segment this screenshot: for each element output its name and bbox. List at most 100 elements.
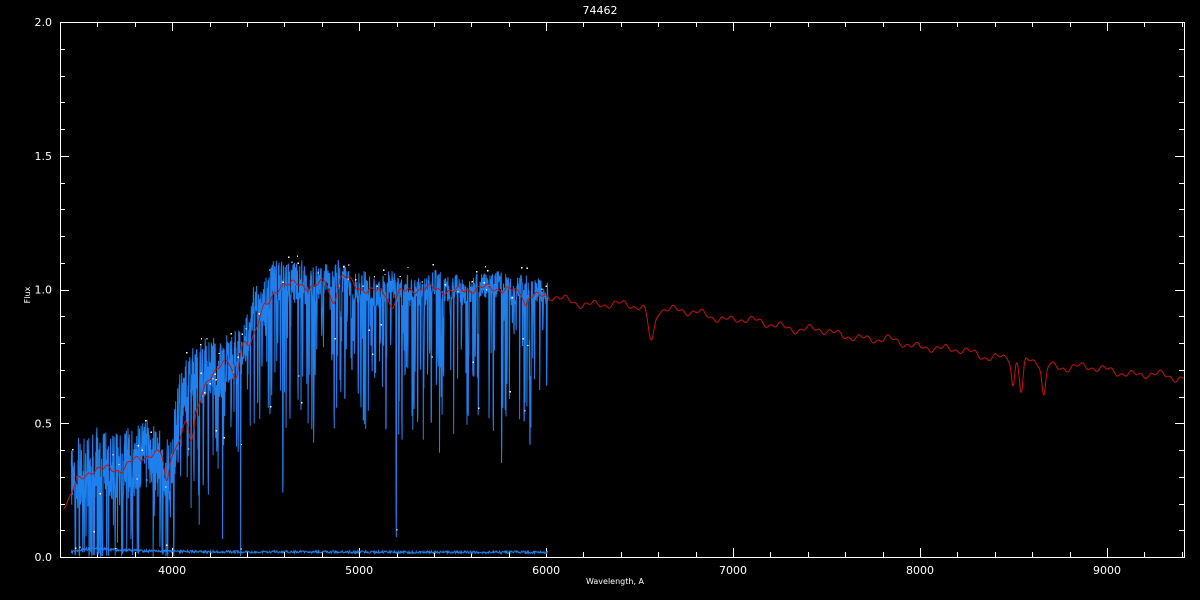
y-axis-tick-labels: 0.0 0.5 1.0 1.5 2.0 — [35, 16, 53, 564]
observed-data-point — [136, 478, 138, 480]
y-tick-label: 1.5 — [35, 150, 53, 163]
observed-data-point — [521, 266, 523, 269]
observed-data-point — [223, 437, 225, 439]
plot-frame — [60, 22, 1185, 558]
y-tick-label: 1.0 — [35, 284, 53, 297]
observed-data-point — [240, 548, 242, 550]
observed-data-point — [368, 329, 370, 331]
observed-spectrum-line — [70, 259, 549, 558]
observed-data-point — [527, 344, 529, 347]
observed-data-point — [296, 255, 299, 258]
observed-data-point — [203, 392, 206, 394]
observed-data-point — [115, 547, 117, 550]
observed-data-point — [141, 449, 143, 451]
y-tick-label: 2.0 — [35, 16, 53, 29]
observed-data-point — [347, 264, 350, 266]
observed-data-point — [282, 281, 284, 284]
observed-data-point — [355, 278, 357, 281]
observed-data-point — [150, 431, 152, 433]
observed-data-point — [118, 463, 120, 466]
observed-data-point — [93, 531, 95, 533]
observed-data-point — [509, 390, 511, 393]
observed-data-point — [373, 275, 376, 278]
page-title: 74462 — [583, 4, 618, 17]
observed-data-point — [432, 264, 435, 266]
x-tick-label: 6000 — [532, 564, 560, 577]
observed-data-point — [485, 289, 488, 291]
observed-data-point — [75, 547, 77, 549]
observed-data-point — [487, 270, 489, 272]
observed-data-point — [206, 337, 208, 340]
x-axis-tick-labels: 4000 5000 6000 7000 8000 9000 — [158, 564, 1121, 577]
observed-data-point — [511, 297, 513, 299]
observed-data-point — [165, 486, 167, 488]
observed-data-point — [186, 352, 188, 354]
error-spectrum-line — [70, 545, 548, 556]
observed-data-point — [383, 269, 385, 271]
observed-data-point — [376, 285, 379, 287]
x-tick-label: 9000 — [1093, 564, 1121, 577]
observed-data-point — [384, 273, 386, 276]
observed-data-point — [347, 278, 349, 280]
observed-data-point — [212, 378, 214, 380]
observed-data-point — [215, 379, 217, 381]
observed-data-point — [421, 281, 423, 283]
observed-data-point — [215, 430, 218, 432]
y-axis-ticks — [60, 22, 1184, 558]
observed-data-point — [99, 493, 101, 495]
observed-data-point — [237, 356, 240, 358]
observed-data-point — [457, 290, 459, 293]
observed-data-point — [112, 454, 114, 456]
observed-data-point — [145, 420, 147, 422]
observed-data-point — [297, 262, 299, 264]
observed-data-point — [476, 270, 478, 273]
observed-data-point — [201, 395, 204, 397]
observed-data-point — [334, 338, 336, 340]
observed-data-point — [472, 361, 475, 363]
observed-data-point — [524, 410, 526, 412]
observed-data-point — [407, 266, 409, 269]
observed-data-point — [218, 352, 220, 355]
observed-data-point — [396, 529, 398, 531]
observed-data-point — [241, 333, 243, 335]
observed-data-point — [240, 443, 243, 446]
x-tick-label: 8000 — [906, 564, 934, 577]
x-axis-label: Wavelength, A — [586, 577, 645, 586]
observed-spectrum-points — [72, 255, 547, 550]
y-tick-label: 0.5 — [35, 417, 53, 430]
x-tick-label: 4000 — [158, 564, 186, 577]
observed-data-point — [200, 338, 203, 340]
observed-data-point — [214, 373, 216, 375]
observed-data-point — [301, 402, 303, 404]
observed-data-point — [72, 449, 74, 451]
observed-data-point — [372, 353, 374, 356]
observed-data-point — [483, 282, 485, 284]
observed-data-point — [79, 546, 81, 548]
observed-data-point — [484, 266, 487, 268]
observed-data-point — [545, 285, 547, 287]
observed-data-point — [526, 267, 528, 269]
observed-data-point — [399, 275, 402, 278]
observed-data-point — [269, 406, 272, 408]
observed-data-point — [362, 285, 364, 287]
observed-data-point — [245, 328, 247, 330]
observed-data-point — [146, 479, 148, 481]
observed-data-point — [200, 372, 202, 374]
observed-data-point — [209, 383, 211, 385]
observed-data-point — [258, 313, 260, 315]
observed-data-point — [342, 266, 345, 268]
observed-data-point — [297, 375, 300, 377]
data-series-layer — [63, 255, 1184, 558]
x-tick-label: 5000 — [345, 564, 373, 577]
observed-data-point — [166, 544, 168, 546]
observed-data-point — [380, 324, 382, 326]
model-spectrum-line — [63, 274, 1184, 509]
observed-data-point — [200, 344, 202, 346]
x-tick-label: 7000 — [719, 564, 747, 577]
observed-data-point — [230, 333, 232, 335]
observed-data-point — [291, 261, 293, 264]
y-tick-label: 0.0 — [35, 551, 53, 564]
y-axis-label: Flux — [23, 286, 32, 303]
